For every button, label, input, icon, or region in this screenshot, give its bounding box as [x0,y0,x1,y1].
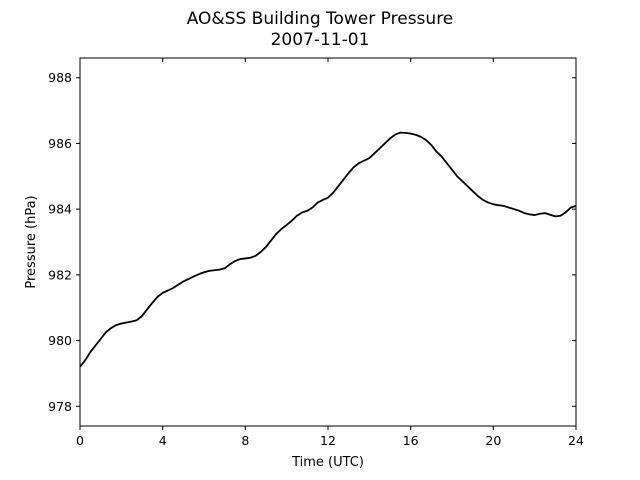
y-tick-label: 984 [48,202,72,217]
y-tick-label: 980 [48,333,72,348]
y-tick-label: 982 [48,267,72,282]
x-tick-label: 8 [241,433,249,448]
y-axis-label: Pressure (hPa) [24,195,39,288]
plot-frame [79,57,577,427]
pressure-series-line [79,131,577,368]
x-tick-label: 4 [159,433,167,448]
y-tick-label: 986 [48,136,72,151]
x-axis: 0 4 8 12 16 20 24 [76,58,584,448]
chart-title: AO&SS Building Tower Pressure [187,9,454,29]
x-axis-label: Time (UTC) [291,455,364,470]
y-tick-label: 978 [48,399,72,414]
plot-area [79,57,577,427]
x-tick-label: 16 [403,433,419,448]
x-tick-label: 0 [76,433,84,448]
y-tick-label: 988 [48,70,72,85]
x-tick-label: 20 [485,433,501,448]
y-axis: 978 980 982 984 986 988 [48,70,576,414]
chart-subtitle: 2007-11-01 [271,30,370,50]
x-tick-label: 12 [320,433,336,448]
x-tick-label: 24 [568,433,584,448]
